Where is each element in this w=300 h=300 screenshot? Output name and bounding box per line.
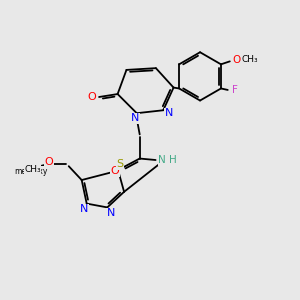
- Text: N: N: [165, 108, 173, 118]
- Text: CH₃: CH₃: [241, 56, 258, 64]
- Text: N: N: [80, 205, 88, 214]
- Text: F: F: [232, 85, 237, 95]
- Text: H: H: [169, 155, 177, 165]
- Text: N: N: [131, 113, 140, 124]
- Text: S: S: [116, 159, 123, 169]
- Text: N: N: [158, 155, 166, 165]
- Text: O: O: [44, 158, 53, 167]
- Text: O: O: [88, 92, 96, 102]
- Text: CH₃: CH₃: [24, 165, 41, 174]
- Text: methoxy: methoxy: [14, 167, 48, 176]
- Text: O: O: [111, 166, 119, 176]
- Text: O: O: [232, 55, 241, 65]
- Text: N: N: [107, 208, 115, 218]
